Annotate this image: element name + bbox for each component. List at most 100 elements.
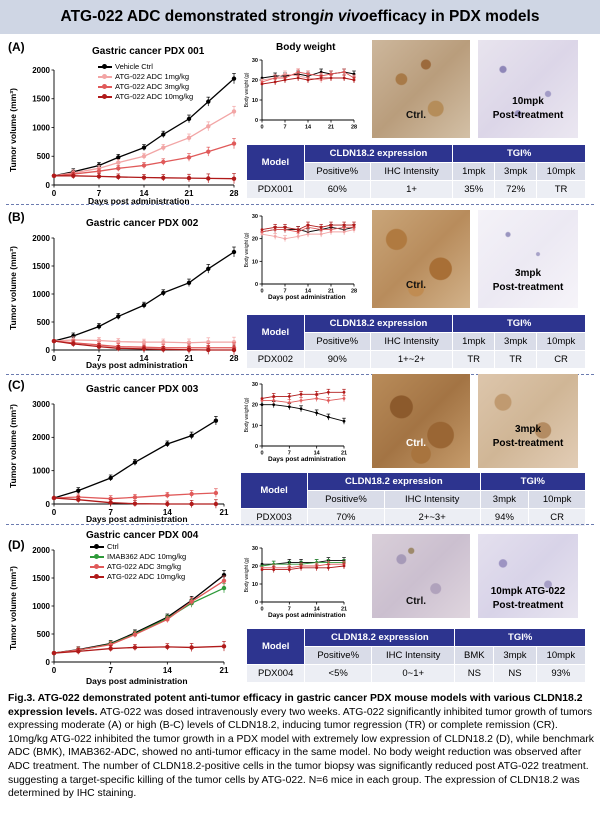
chart-b-y-tick-label: 1000	[32, 290, 50, 299]
chart-c-y-tick-label: 2000	[32, 433, 50, 442]
chart-a-y-tick-label: 1000	[32, 123, 50, 132]
table-c-sub: 10mpk	[528, 490, 586, 509]
separator-ab	[6, 204, 594, 205]
chart-d-point	[132, 645, 138, 650]
figure-title-prefix: ATG-022 ADC demonstrated strong	[60, 8, 320, 25]
chart-b-bw-x-tick-label: 28	[351, 289, 357, 295]
chart-a-bw-point	[352, 78, 356, 82]
table-c-cell: 70%	[307, 508, 385, 527]
chart-b-point	[96, 344, 102, 349]
chart-c-bw-y-tick-label: 30	[252, 382, 258, 388]
chart-a-point	[206, 124, 211, 129]
table-b-cell: TR	[452, 350, 496, 369]
caption-body: ATG-022 was dosed intravenously every tw…	[8, 706, 594, 800]
panel-c-photo1-label: Ctrl.	[406, 438, 426, 449]
table-a-cell: TR	[536, 180, 586, 199]
chart-d-point	[51, 650, 57, 656]
chart-a-point	[96, 169, 102, 174]
table-a-cell: 60%	[303, 180, 371, 199]
table-a-header-model: Model	[246, 144, 305, 181]
panel-b-bodyweight-chart: 0 7 14 21 28 0 10 20 30 Body weight (g)	[244, 214, 357, 295]
table-d-header-tgi: TGI%	[454, 628, 586, 647]
chart-b-bw-y-tick-label: 0	[255, 282, 258, 288]
chart-c-bw-point	[342, 397, 346, 400]
chart-a-point	[96, 174, 102, 179]
chart-a-point	[186, 135, 192, 141]
chart-b-bw-point	[342, 230, 346, 234]
chart-d-point	[221, 585, 227, 591]
chart-a-bw-point	[260, 80, 264, 84]
chart-d-series-line	[53, 580, 225, 654]
chart-b-bw-point	[260, 232, 264, 236]
legend-a-2-label: ATG-022 ADC 1mg/kg	[115, 72, 190, 81]
panel-a-photo2-line1: 10mpk	[512, 96, 544, 107]
chart-d-bw-y-tick-label: 30	[252, 546, 258, 552]
chart-b-bw-y-tick-label: 20	[252, 237, 258, 243]
table-a-header-cldn: CLDN18.2 expression	[303, 144, 454, 163]
table-c-cell: CR	[528, 508, 586, 527]
chart-b-bw-point	[352, 223, 356, 227]
chart-a-point	[161, 159, 166, 165]
chart-c-point	[51, 495, 57, 501]
table-c-header-cldn: CLDN18.2 expression	[307, 472, 481, 491]
chart-a-bw-y-tick-label: 30	[252, 58, 258, 64]
chart-a-bw-point	[260, 82, 264, 86]
chart-b-bw-point	[283, 225, 287, 229]
chart-a-bw-point	[306, 78, 310, 82]
chart-a-x-tick-label: 0	[52, 189, 57, 198]
chart-b-x-tick-label: 7	[97, 354, 102, 363]
chart-a-bw-point	[329, 76, 333, 80]
chart-a-bw-point	[260, 78, 264, 82]
chart-d-bw-point	[299, 566, 303, 570]
chart-b-bw-y-tick-label: 30	[252, 214, 258, 220]
legend-a-1: Vehicle Ctrl	[98, 62, 153, 71]
chart-b-bw-x-tick-label: 21	[328, 289, 334, 295]
chart-a-x-tick-label: 14	[140, 189, 149, 198]
chart-c-bw-x-tick-label: 0	[260, 451, 263, 457]
legend-d-1: Ctrl	[90, 542, 119, 551]
legend-a-1-label: Vehicle Ctrl	[115, 62, 153, 71]
separator-bc	[6, 374, 594, 375]
chart-b-point	[116, 339, 121, 344]
table-b-cell: PDX002	[246, 350, 305, 369]
chart-b-x-tick-label: 14	[140, 354, 149, 363]
panel-d: (D) Gastric cancer PDX 004 Tumor volume …	[0, 528, 600, 688]
chart-b-x-tick-label: 0	[52, 354, 57, 363]
chart-c-bw-point	[315, 411, 319, 415]
chart-a-point	[116, 160, 121, 165]
panel-b-ylabel: Tumor volume (mm³)	[8, 246, 18, 330]
table-c-cell: 94%	[479, 508, 530, 527]
chart-d-bw-point	[272, 568, 276, 571]
panel-c-tumor-chart: 0 7 14 21 0 1000 2000 3000	[32, 400, 229, 517]
table-b-cell: 1+~2+	[369, 350, 454, 369]
table-b-header-model: Model	[246, 314, 305, 351]
chart-d-x-tick-label: 7	[108, 666, 113, 675]
chart-c-point	[165, 501, 170, 507]
legend-a-4: ATG-022 ADC 10mg/kg	[98, 92, 193, 101]
chart-a-point	[141, 145, 147, 150]
chart-b-bw-x-tick-label: 14	[305, 289, 312, 295]
chart-c-y-tick-label: 1000	[32, 466, 50, 475]
chart-d-bw-y-tick-label: 10	[252, 582, 258, 588]
panel-b-ihc-ctrl-photo: Ctrl.	[372, 210, 470, 308]
chart-b-point	[206, 347, 211, 353]
chart-d-x-tick-label: 14	[163, 666, 172, 675]
legend-d-4-label: ATG-022 ADC 10mg/kg	[107, 572, 186, 581]
panel-d-plot-title: Gastric cancer PDX 004	[86, 530, 199, 541]
chart-c-bw-series-line	[262, 404, 345, 422]
chart-d-bw-x-tick-label: 21	[341, 607, 347, 613]
chart-c-bw-point	[315, 392, 319, 396]
chart-d-point	[76, 649, 81, 654]
chart-d-series-line	[53, 574, 225, 654]
panel-d-table: Model CLDN18.2 expression TGI% Positive%…	[245, 628, 587, 683]
chart-b-point	[161, 290, 166, 296]
chart-c-point	[76, 488, 81, 493]
table-a-sub: 1mpk	[452, 162, 496, 181]
panel-c-ylabel: Tumor volume (mm³)	[8, 404, 18, 488]
panel-c-table: Model CLDN18.2 expression TGI% Positive%…	[239, 472, 587, 527]
panel-a-tumor-chart: 0 7 14 21 28 0 500 1000 1500 2000	[32, 66, 239, 198]
chart-a-point	[231, 141, 237, 146]
chart-b-bw-y-tick-label: 10	[252, 259, 258, 265]
chart-b-point	[96, 324, 102, 329]
